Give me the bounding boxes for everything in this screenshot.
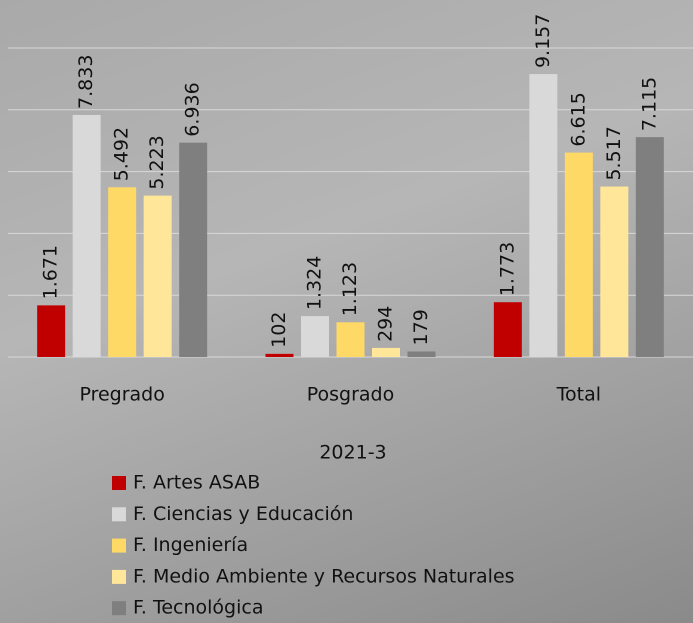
bar — [494, 302, 522, 357]
legend-swatch — [112, 539, 126, 553]
value-label: 179 — [410, 309, 432, 345]
bar — [337, 322, 365, 357]
value-label: 1.123 — [339, 262, 361, 316]
bar — [73, 115, 101, 357]
legend-label: F. Artes ASAB — [133, 472, 260, 494]
bar — [144, 196, 172, 357]
value-label: 5.517 — [603, 126, 625, 180]
bar — [266, 354, 294, 357]
bar — [636, 137, 664, 357]
bar — [408, 351, 436, 357]
legend-swatch — [112, 507, 126, 521]
value-label: 102 — [268, 312, 290, 348]
value-label: 1.671 — [40, 245, 62, 299]
bar — [529, 74, 557, 357]
value-label: 1.773 — [496, 242, 518, 296]
bar — [600, 187, 628, 357]
x-tick-label: Posgrado — [307, 384, 395, 406]
legend-label: F. Ciencias y Educación — [133, 503, 353, 525]
value-label: 1.324 — [304, 256, 326, 310]
legend-label: F. Ingeniería — [133, 534, 248, 556]
value-label: 9.157 — [532, 14, 554, 68]
legend-swatch — [112, 570, 126, 584]
x-tick-label: Total — [556, 384, 601, 406]
bar — [37, 305, 65, 357]
bar — [565, 153, 593, 357]
value-label: 5.492 — [111, 127, 133, 181]
bar — [108, 187, 136, 357]
value-label: 7.115 — [638, 77, 660, 131]
value-label: 7.833 — [75, 55, 97, 109]
bar — [372, 348, 400, 357]
screen: 2021-3 Pregrado 1.671 7.833 5.492 5.223 6.936… — [0, 0, 693, 623]
value-label: 6.936 — [182, 82, 204, 136]
bar — [179, 143, 207, 357]
legend-label: F. Tecnológica — [133, 597, 263, 619]
x-tick-label: Pregrado — [79, 384, 164, 406]
legend-label: F. Medio Ambiente y Recursos Naturales — [133, 565, 515, 587]
value-label: 5.223 — [146, 135, 168, 189]
x-axis-title: 2021-3 — [319, 442, 386, 464]
value-label: 6.615 — [567, 92, 589, 146]
value-label: 294 — [375, 306, 397, 342]
bar — [301, 316, 329, 357]
legend-swatch — [112, 601, 126, 615]
chart: 2021-3 Pregrado 1.671 7.833 5.492 5.223 6.936… — [0, 0, 693, 623]
legend-swatch — [112, 476, 126, 490]
